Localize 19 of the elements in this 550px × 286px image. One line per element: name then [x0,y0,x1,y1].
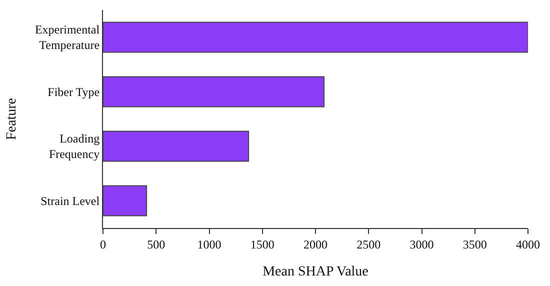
y-tick-label: Fiber Type [48,84,100,99]
y-tick-label: Experimental Temperature [34,22,100,52]
x-tick-label: 4000 [516,237,540,252]
x-tick-label: 3000 [410,237,434,252]
y-axis-title: Feature [4,98,20,140]
x-tick-label: 3500 [462,237,487,252]
bar [103,130,250,162]
x-axis-title: Mean SHAP Value [262,264,368,280]
bar [103,22,528,53]
x-tick-label: 2000 [304,237,328,252]
x-tick-label: 2500 [356,237,381,252]
x-tick-label: 1000 [197,237,222,252]
bar [103,185,148,216]
x-tick-label: 500 [147,237,166,252]
y-tick-label: Loading Frequency [48,132,100,162]
y-tick-label: Strain Level [40,194,100,208]
x-tick-label: 1500 [250,237,274,252]
x-tick-label: 0 [100,237,106,252]
bar [103,76,324,108]
